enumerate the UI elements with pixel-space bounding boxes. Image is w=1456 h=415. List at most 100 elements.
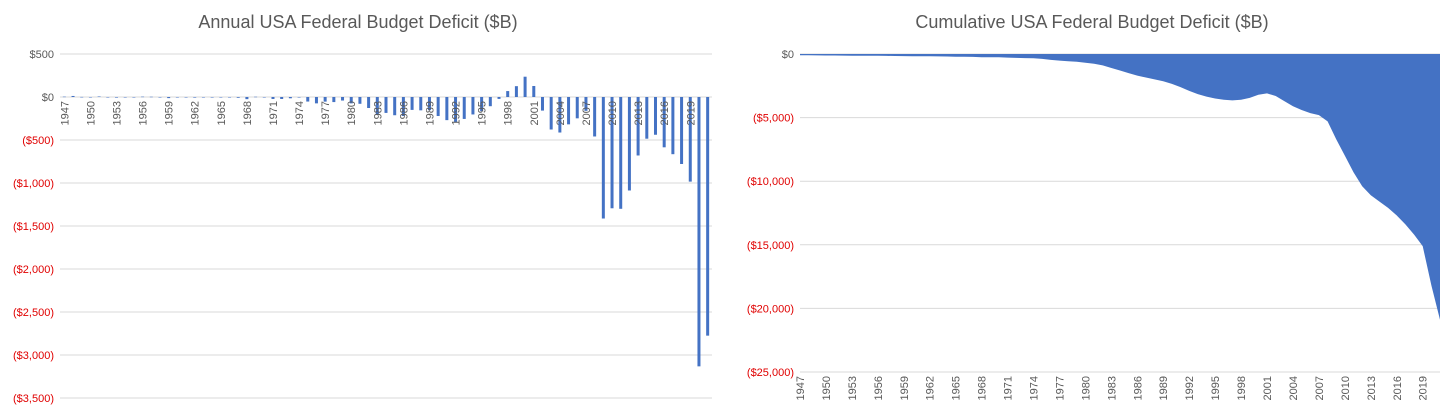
annual-bar bbox=[688, 97, 692, 182]
annual-x-tick-label: 1968 bbox=[242, 101, 254, 125]
annual-x-tick-label: 1992 bbox=[451, 101, 463, 125]
cumulative-y-tick-label: ($20,000) bbox=[747, 303, 794, 315]
annual-bar bbox=[341, 97, 345, 101]
annual-x-tick-label: 2001 bbox=[529, 101, 541, 125]
annual-bar bbox=[706, 97, 710, 336]
annual-bar bbox=[201, 97, 205, 98]
annual-y-tick-label: $0 bbox=[42, 92, 54, 104]
annual-x-tick-label: 1986 bbox=[398, 101, 410, 125]
annual-bar bbox=[680, 97, 684, 164]
annual-y-tick-label: ($3,500) bbox=[13, 393, 54, 405]
cumulative-y-tick-label: $0 bbox=[782, 49, 794, 61]
annual-y-tick-label: ($2,000) bbox=[13, 264, 54, 276]
annual-bar bbox=[506, 91, 510, 97]
annual-bar bbox=[349, 97, 353, 104]
annual-bar bbox=[436, 97, 440, 117]
cumulative-x-tick-label: 1977 bbox=[1054, 376, 1066, 400]
cumulative-x-tick-label: 1965 bbox=[951, 376, 963, 400]
annual-bar bbox=[236, 97, 240, 98]
annual-x-tick-label: 1962 bbox=[190, 101, 202, 125]
cumulative-x-tick-label: 1959 bbox=[899, 376, 911, 400]
annual-bar bbox=[584, 97, 588, 111]
annual-bar bbox=[80, 96, 84, 98]
annual-bar bbox=[158, 97, 162, 98]
annual-bar bbox=[62, 96, 66, 98]
annual-bar bbox=[323, 97, 327, 102]
annual-x-tick-label: 1974 bbox=[294, 101, 306, 125]
annual-x-tick-label: 1953 bbox=[112, 101, 124, 125]
cumulative-x-tick-label: 1968 bbox=[977, 376, 989, 400]
annual-bar bbox=[619, 97, 623, 209]
annual-chart-plot: $500 $0 ($500) ($1,000) ($1,500) ($2,000) ($2,… bbox=[13, 49, 712, 405]
annual-bar bbox=[149, 96, 153, 98]
annual-bar bbox=[219, 97, 223, 98]
annual-x-tick-label: 1956 bbox=[138, 101, 150, 125]
annual-bar bbox=[567, 97, 571, 125]
annual-bar bbox=[175, 97, 179, 98]
annual-bar bbox=[132, 97, 136, 98]
cumulative-x-tick-label: 1995 bbox=[1210, 376, 1222, 400]
annual-bar bbox=[497, 97, 501, 99]
annual-x-tick-label: 1971 bbox=[268, 101, 280, 125]
cumulative-x-tick-label: 1971 bbox=[1003, 376, 1015, 400]
annual-y-tick-label: ($1,500) bbox=[13, 221, 54, 233]
annual-x-tick-label: 1950 bbox=[85, 101, 97, 125]
cumulative-x-tick-label: 1974 bbox=[1029, 376, 1041, 400]
annual-bar bbox=[454, 97, 458, 122]
annual-bar bbox=[288, 97, 292, 99]
annual-x-tick-label: 1989 bbox=[424, 101, 436, 125]
annual-bar bbox=[262, 97, 266, 98]
annual-x-tick-label: 1983 bbox=[372, 101, 384, 125]
annual-x-tick-label: 1977 bbox=[320, 101, 332, 125]
annual-bar bbox=[401, 97, 405, 117]
annual-bar bbox=[636, 97, 640, 156]
annual-bar bbox=[297, 97, 301, 98]
annual-bar bbox=[115, 97, 119, 98]
annual-bar bbox=[627, 97, 631, 191]
annual-bar bbox=[593, 97, 597, 137]
annual-bar bbox=[540, 97, 544, 111]
annual-bar bbox=[645, 97, 649, 139]
cumulative-chart-plot: $0 ($5,000) ($10,000) ($15,000) ($20,000) ($2… bbox=[747, 49, 1440, 400]
annual-bar bbox=[358, 97, 362, 104]
annual-bar bbox=[532, 85, 536, 97]
annual-bar bbox=[471, 97, 475, 115]
cumulative-y-tick-label: ($15,000) bbox=[747, 240, 794, 252]
annual-bar bbox=[193, 97, 197, 98]
annual-x-tick-label: 1998 bbox=[503, 101, 515, 125]
annual-bar bbox=[462, 97, 466, 119]
cumulative-x-tick-label: 2004 bbox=[1288, 376, 1300, 400]
cumulative-x-tick-label: 1980 bbox=[1080, 376, 1092, 400]
annual-x-tick-label: 2004 bbox=[555, 101, 567, 125]
annual-bar bbox=[549, 97, 553, 130]
annual-bar bbox=[523, 76, 527, 97]
cumulative-x-tick-label: 1992 bbox=[1184, 376, 1196, 400]
cumulative-y-tick-label: ($5,000) bbox=[753, 113, 794, 125]
annual-x-tick-label: 2007 bbox=[581, 101, 593, 125]
annual-deficit-chart: Annual USA Federal Budget Deficit ($B) $… bbox=[0, 0, 716, 415]
annual-y-tick-label: ($1,000) bbox=[13, 178, 54, 190]
cumulative-x-tick-label: 2010 bbox=[1340, 376, 1352, 400]
annual-bar bbox=[601, 97, 605, 219]
annual-bar bbox=[558, 97, 562, 133]
annual-chart-title: Annual USA Federal Budget Deficit ($B) bbox=[198, 12, 518, 32]
annual-bar bbox=[254, 96, 258, 98]
annual-bar bbox=[97, 96, 101, 97]
annual-x-tick-label: 2013 bbox=[633, 101, 645, 125]
cumulative-x-tick-label: 1983 bbox=[1106, 376, 1118, 400]
annual-bar bbox=[332, 97, 336, 103]
annual-bar bbox=[367, 97, 371, 109]
annual-bar bbox=[167, 97, 171, 99]
cumulative-deficit-chart: Cumulative USA Federal Budget Deficit ($… bbox=[728, 0, 1456, 415]
annual-bar bbox=[88, 97, 92, 98]
cumulative-x-tick-label: 1953 bbox=[847, 376, 859, 400]
cumulative-x-tick-label: 2007 bbox=[1314, 376, 1326, 400]
annual-bar bbox=[610, 97, 614, 209]
annual-y-tick-label: ($2,500) bbox=[13, 307, 54, 319]
annual-bar bbox=[123, 97, 127, 98]
annual-bar bbox=[141, 96, 145, 98]
annual-bar bbox=[375, 97, 379, 115]
annual-x-tick-label: 2016 bbox=[659, 101, 671, 125]
annual-bar bbox=[228, 97, 232, 98]
cumulative-y-tick-label: ($25,000) bbox=[747, 367, 794, 379]
